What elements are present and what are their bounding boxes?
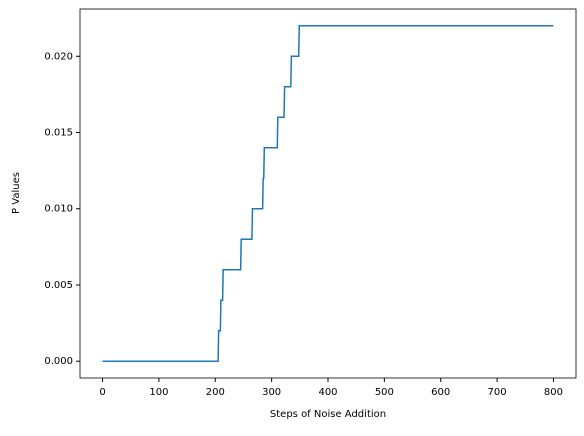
x-tick-label: 300 [262,387,281,398]
x-tick-label: 600 [431,387,450,398]
y-tick-label: 0.010 [44,204,73,215]
y-tick-label: 0.020 [44,51,73,62]
plot-frame [79,8,577,379]
x-tick-label: 100 [149,387,168,398]
y-axis-label: P Values [11,172,22,214]
y-tick-label: 0.000 [44,356,73,367]
x-axis-label: Steps of Noise Addition [270,409,386,420]
x-tick-label: 200 [206,387,225,398]
x-tick-label: 0 [99,387,105,398]
y-tick-label: 0.005 [44,280,73,291]
y-tick-label: 0.015 [44,128,73,139]
x-tick-label: 700 [488,387,507,398]
x-tick-label: 500 [375,387,394,398]
line-series [102,25,554,362]
x-tick-label: 400 [318,387,337,398]
x-tick-label: 800 [544,387,563,398]
